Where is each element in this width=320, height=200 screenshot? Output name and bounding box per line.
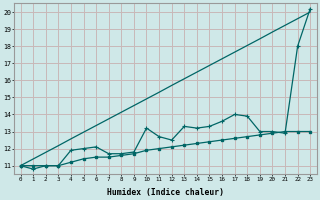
X-axis label: Humidex (Indice chaleur): Humidex (Indice chaleur) bbox=[107, 188, 224, 197]
